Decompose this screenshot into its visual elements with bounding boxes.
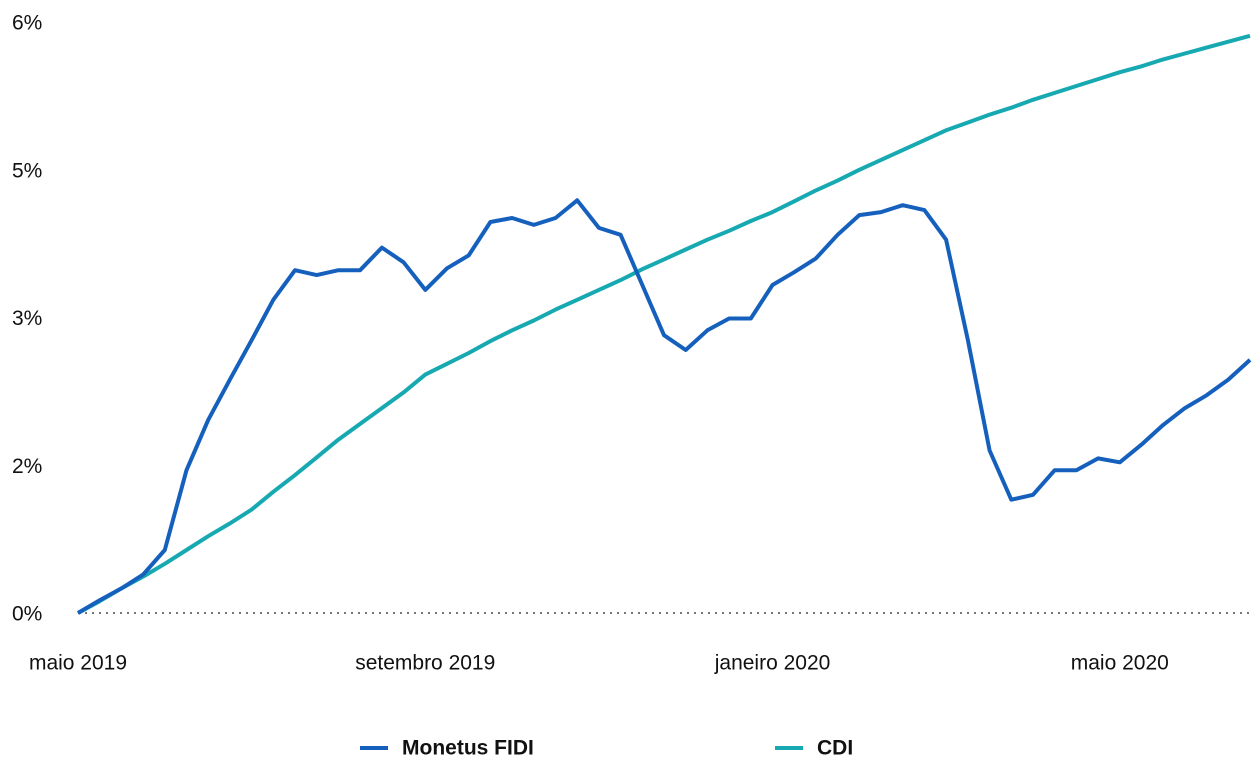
- x-tick-label: maio 2020: [1071, 652, 1169, 675]
- y-tick-label: 2%: [12, 455, 42, 478]
- y-tick-label: 3%: [12, 307, 42, 330]
- x-tick-label: setembro 2019: [355, 652, 495, 675]
- x-tick-label: maio 2019: [29, 652, 127, 675]
- x-tick-label: janeiro 2020: [714, 652, 831, 675]
- legend-label: Monetus FIDI: [402, 737, 534, 760]
- series-line: [76, 198, 1252, 615]
- y-tick-label: 6%: [12, 12, 42, 35]
- y-tick-label: 5%: [12, 159, 42, 182]
- series-line: [77, 33, 1251, 615]
- legend-label: CDI: [817, 737, 853, 760]
- y-tick-label: 0%: [12, 603, 42, 626]
